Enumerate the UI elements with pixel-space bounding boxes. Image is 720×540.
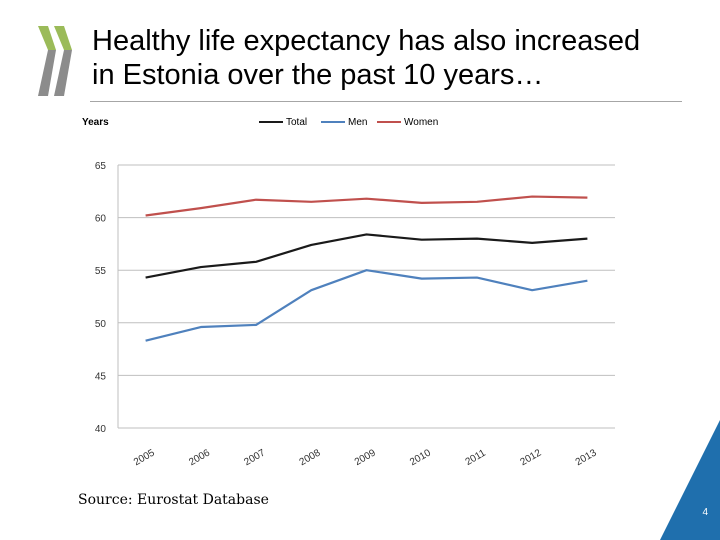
slide-title-line-1: Healthy life expectancy has also increas… [92,25,641,57]
slide-title: Healthy life expectancy has also increas… [92,24,712,92]
legend-label-women: Women [404,117,438,128]
logo-chevron-green-right [54,26,72,50]
corner-triangle [660,420,720,540]
logo-chevron-green-left [38,26,56,50]
logo-chevron-gray-right [54,50,72,96]
y-tick-label-45: 45 [95,371,107,382]
title-divider [90,101,682,102]
source-note: Source: Eurostat Database [78,492,269,508]
legend-label-total: Total [286,117,307,128]
y-tick-label-60: 60 [95,214,107,225]
slide-title-line-2: in Estonia over the past 10 years… [92,59,544,91]
logo-chevron-gray-left [38,50,56,96]
y-axis-title: Years [82,117,109,128]
page-number: 4 [702,507,708,518]
series-layer [145,195,588,342]
oecd-logo [38,26,72,96]
y-tick-label-55: 55 [95,266,107,277]
y-tick-label-50: 50 [95,319,107,330]
y-tick-label-40: 40 [95,424,107,435]
legend-label-men: Men [348,117,367,128]
legend: Total Men Women [259,117,438,128]
y-tick-label-65: 65 [95,161,107,172]
